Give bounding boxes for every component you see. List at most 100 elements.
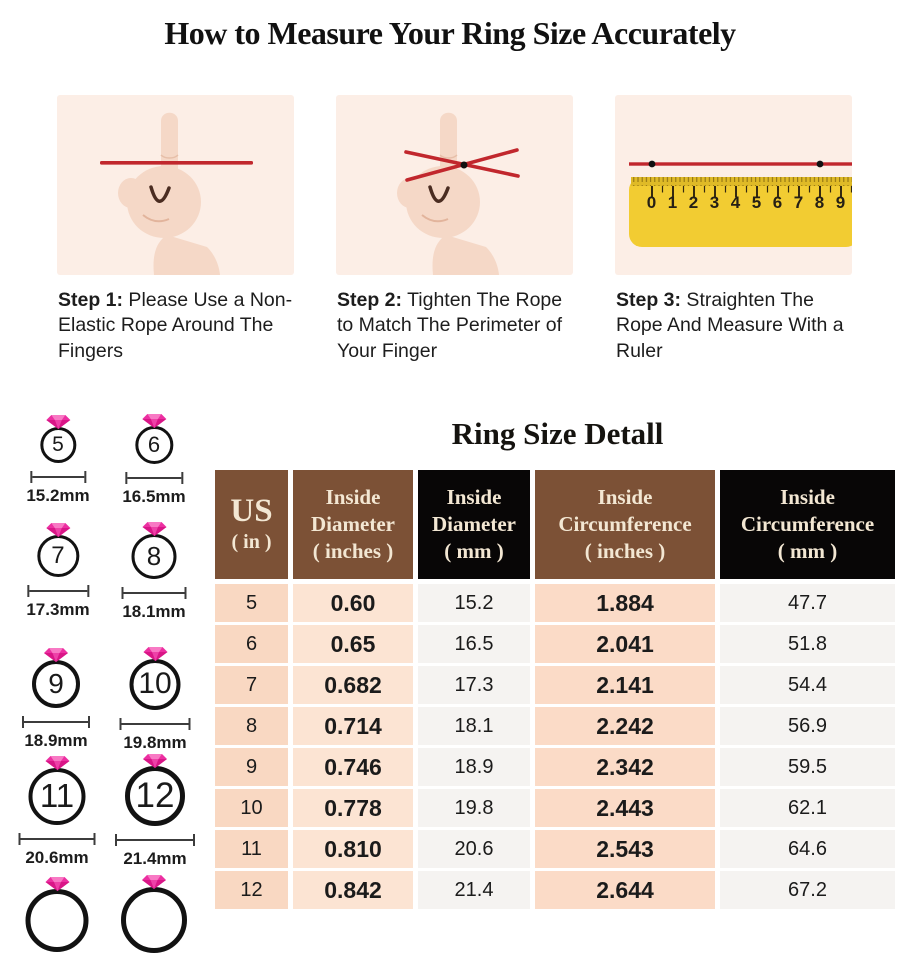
table-cell: 17.3 bbox=[418, 666, 530, 704]
diamond-gem-icon bbox=[45, 415, 70, 429]
diameter-measure-line bbox=[18, 832, 96, 845]
steps-row: Step 1: Please Use a Non-Elastic Rope Ar… bbox=[57, 95, 852, 364]
ring-size-number: 5 bbox=[39, 427, 76, 463]
table-cell: 16.5 bbox=[418, 625, 530, 663]
step-2-caption: Step 2: Tighten The Rope to Match The Pe… bbox=[337, 288, 573, 364]
ring-item: 12 21.4mm bbox=[115, 753, 195, 869]
ring-size-number: 12 bbox=[125, 766, 185, 826]
diameter-measure-line bbox=[115, 834, 195, 846]
step-3-caption: Step 3: Straighten The Rope And Measure … bbox=[616, 288, 852, 364]
rope-line bbox=[100, 161, 253, 165]
table-cell: 2.242 bbox=[535, 707, 715, 745]
table-cell: 54.4 bbox=[720, 666, 895, 704]
table-cell: 56.9 bbox=[720, 707, 895, 745]
table-cell: 47.7 bbox=[720, 584, 895, 622]
step-1: Step 1: Please Use a Non-Elastic Rope Ar… bbox=[57, 95, 294, 364]
table-cell: 8 bbox=[215, 707, 288, 745]
table-title: Ring Size Detall bbox=[451, 416, 664, 451]
diameter-measure-line bbox=[124, 472, 183, 484]
diameter-measure-line bbox=[29, 471, 86, 483]
table-header-circumference-inches: Inside Circumference ( inches ) bbox=[535, 470, 715, 579]
header-line: US bbox=[230, 493, 273, 530]
ring-diameter-label: 17.3mm bbox=[26, 600, 90, 619]
step-3-label: Step 3: bbox=[616, 289, 682, 311]
ring-size-number: 11 bbox=[28, 767, 86, 825]
ring-item: 9 18.9mm bbox=[22, 647, 90, 751]
table-cell: 62.1 bbox=[720, 789, 895, 827]
rope-line bbox=[629, 162, 852, 166]
header-line: Circumference bbox=[740, 511, 875, 536]
table-cell: 1.884 bbox=[535, 584, 715, 622]
diamond-gem-icon bbox=[142, 875, 166, 889]
ring-diameter-label: 16.5mm bbox=[122, 487, 186, 506]
table-cell: 2.141 bbox=[535, 666, 715, 704]
header-line: Inside bbox=[597, 484, 653, 509]
table-cell: 51.8 bbox=[720, 625, 895, 663]
diamond-gem-icon bbox=[142, 521, 166, 536]
header-line: Circumference bbox=[558, 511, 692, 536]
table-cell: 7 bbox=[215, 666, 288, 704]
ruler-number: 1 bbox=[667, 193, 678, 212]
table-cell: 12 bbox=[215, 871, 288, 909]
header-line: Diameter bbox=[432, 511, 516, 536]
diamond-gem-icon bbox=[45, 755, 69, 770]
ruler-number: 8 bbox=[814, 193, 825, 212]
diamond-gem-icon bbox=[143, 754, 167, 768]
page-title: How to Measure Your Ring Size Accurately bbox=[164, 15, 736, 52]
table-cell: 2.443 bbox=[535, 789, 715, 827]
hand-with-crossed-rope-illustration bbox=[397, 112, 520, 275]
diamond-gem-icon bbox=[45, 523, 70, 537]
rope-end-dot-right bbox=[816, 160, 824, 168]
table-cell: 20.6 bbox=[418, 830, 530, 868]
header-line: ( mm ) bbox=[777, 539, 838, 564]
ring-item: 6 16.5mm bbox=[122, 413, 186, 507]
table-cell: 67.2 bbox=[720, 871, 895, 909]
ruler-number: 0 bbox=[646, 193, 657, 212]
header-line: ( inches ) bbox=[584, 539, 666, 564]
table-cell: 0.810 bbox=[293, 830, 413, 868]
step-2-illustration-panel bbox=[336, 95, 573, 275]
diameter-measure-line bbox=[26, 585, 89, 597]
ring-size-number: 10 bbox=[129, 658, 181, 710]
table-cell: 11 bbox=[215, 830, 288, 868]
ring-item: 7 17.3mm bbox=[26, 522, 90, 620]
step-2-text: Tighten The Rope to Match The Perimeter … bbox=[337, 289, 563, 362]
ring-item: 8 18.1mm bbox=[121, 521, 187, 622]
step-1-text: Please Use a Non-Elastic Rope Around The… bbox=[58, 289, 293, 362]
table-cell: 21.4 bbox=[418, 871, 530, 909]
header-line: Inside bbox=[325, 484, 381, 509]
diameter-measure-line bbox=[121, 586, 187, 599]
ring-size-number: 6 bbox=[134, 426, 173, 464]
ruler bbox=[629, 177, 852, 247]
ring-diameter-label: 15.2mm bbox=[26, 486, 90, 505]
ruler-number: 5 bbox=[751, 193, 762, 212]
ring-item: 10 19.8mm bbox=[119, 646, 191, 753]
diameter-measure-line bbox=[22, 716, 90, 728]
step-2-label: Step 2: bbox=[337, 289, 403, 311]
header-line: ( inches ) bbox=[312, 539, 394, 564]
ring-diameter-label: 18.9mm bbox=[24, 731, 88, 750]
table-header-circumference-mm: Inside Circumference ( mm ) bbox=[720, 470, 895, 579]
table-cell: 2.342 bbox=[535, 748, 715, 786]
diamond-gem-icon bbox=[44, 648, 68, 662]
table-cell: 6 bbox=[215, 625, 288, 663]
table-cell: 15.2 bbox=[418, 584, 530, 622]
table-cell: 0.778 bbox=[293, 789, 413, 827]
ring-item: 11 20.6mm bbox=[18, 755, 96, 868]
table-header-diameter-mm: Inside Diameter ( mm ) bbox=[418, 470, 530, 579]
ring-size-number: 7 bbox=[36, 535, 79, 577]
table-cell: 64.6 bbox=[720, 830, 895, 868]
step-1-label: Step 1: bbox=[58, 289, 124, 311]
header-line: Diameter bbox=[311, 511, 395, 536]
table-cell: 2.041 bbox=[535, 625, 715, 663]
ring-item bbox=[25, 876, 89, 952]
diameter-measure-line bbox=[119, 717, 191, 730]
ring-diameter-label: 20.6mm bbox=[25, 847, 89, 867]
table-header-row: US ( in ) Inside Diameter ( inches ) Ins… bbox=[215, 470, 900, 579]
table-cell: 0.842 bbox=[293, 871, 413, 909]
table-cell: 18.9 bbox=[418, 748, 530, 786]
ruler-number: 4 bbox=[730, 193, 741, 212]
